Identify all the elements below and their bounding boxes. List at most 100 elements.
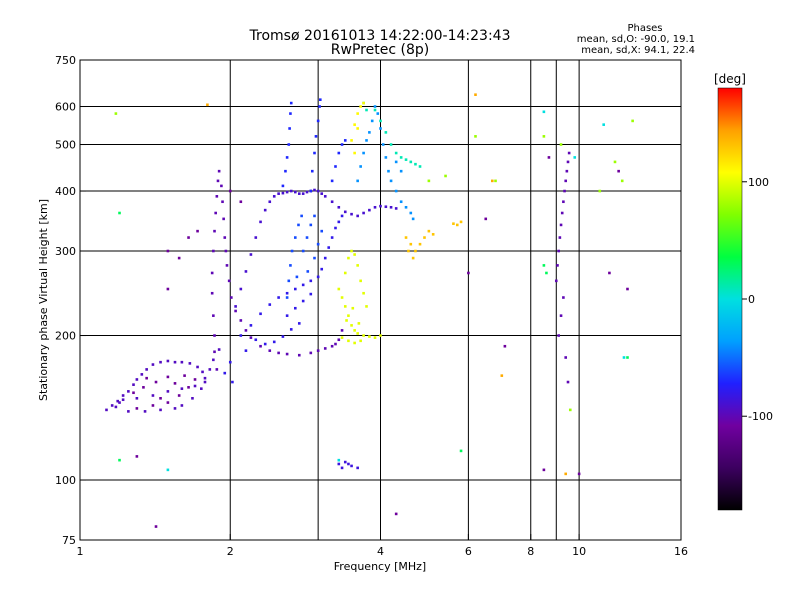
data-point [343,271,347,275]
data-point [373,205,377,209]
data-point [297,353,301,357]
data-point [340,466,344,470]
data-point [564,356,568,359]
data-point [404,158,408,161]
data-point [389,179,393,183]
x-tick-label: 2 [227,545,234,558]
data-point [411,217,415,221]
data-point [249,336,253,339]
data-point [379,127,382,130]
data-point [418,242,422,246]
data-point [132,383,135,386]
data-point [399,169,403,173]
data-point [284,169,287,173]
data-point [379,204,382,208]
data-point [337,287,341,291]
data-point [559,223,563,227]
data-point [173,382,177,385]
data-point [316,349,320,352]
data-point [404,205,408,209]
data-point [381,143,385,146]
data-point [166,375,170,379]
data-point [345,319,348,322]
data-point [249,253,253,256]
data-point [356,332,359,335]
data-point [208,368,212,371]
data-point [617,169,620,173]
x-tick-label: 1 [77,545,84,558]
data-point [215,368,219,371]
data-point [254,236,258,239]
colorbar-tick-label: -100 [748,410,773,423]
data-point [389,205,393,209]
data-point [224,249,228,253]
stats-heading: Phases [627,23,662,34]
data-point [557,249,560,253]
data-point [353,253,356,256]
data-point [542,135,546,138]
data-point [330,200,334,204]
data-point [294,190,297,194]
data-point [323,195,327,198]
data-point [294,306,297,310]
colorbar-label: [deg] [714,72,746,86]
data-point [340,296,344,299]
data-point [359,339,362,343]
data-point [394,160,398,164]
data-point [121,394,125,397]
data-point [558,236,562,239]
data-point [290,249,294,253]
data-point [140,373,144,376]
data-point [244,270,248,273]
data-point [316,275,320,279]
data-point [213,229,216,233]
data-point [239,334,243,337]
data-point [384,205,388,209]
data-point [210,271,214,275]
data-point [356,214,359,218]
data-point [330,344,334,348]
data-point [166,359,170,363]
data-point [384,131,388,134]
data-point [196,365,199,369]
data-point [217,169,221,173]
data-point [427,179,431,183]
data-point [285,352,289,356]
data-point [310,169,314,173]
data-point [127,410,130,413]
data-point [350,139,353,142]
data-point [142,386,145,389]
data-point [114,112,118,115]
data-point [180,387,184,390]
data-point [191,397,194,400]
data-point [173,407,177,410]
data-point [359,279,362,283]
data-point [564,179,568,183]
data-point [568,408,572,412]
data-point [542,468,546,472]
data-point [491,179,494,183]
data-point [159,360,162,364]
data-point [320,192,324,195]
data-point [244,349,248,352]
data-point [193,384,197,388]
data-point [287,279,291,283]
stats-line-o: mean, sd,O: -90.0, 19.1 [577,34,695,45]
data-point [285,296,289,299]
data-point [362,101,365,105]
data-point [608,271,611,275]
data-point [365,305,368,308]
data-point [154,525,158,528]
data-point [309,189,313,193]
data-point [301,299,305,303]
data-point [166,401,170,404]
data-point [212,314,215,317]
data-point [365,108,368,112]
data-point [427,229,431,233]
data-point [503,344,507,348]
data-point [309,223,313,227]
data-point [353,151,356,155]
data-point [177,256,181,260]
data-point [289,328,293,331]
data-point [362,151,365,155]
